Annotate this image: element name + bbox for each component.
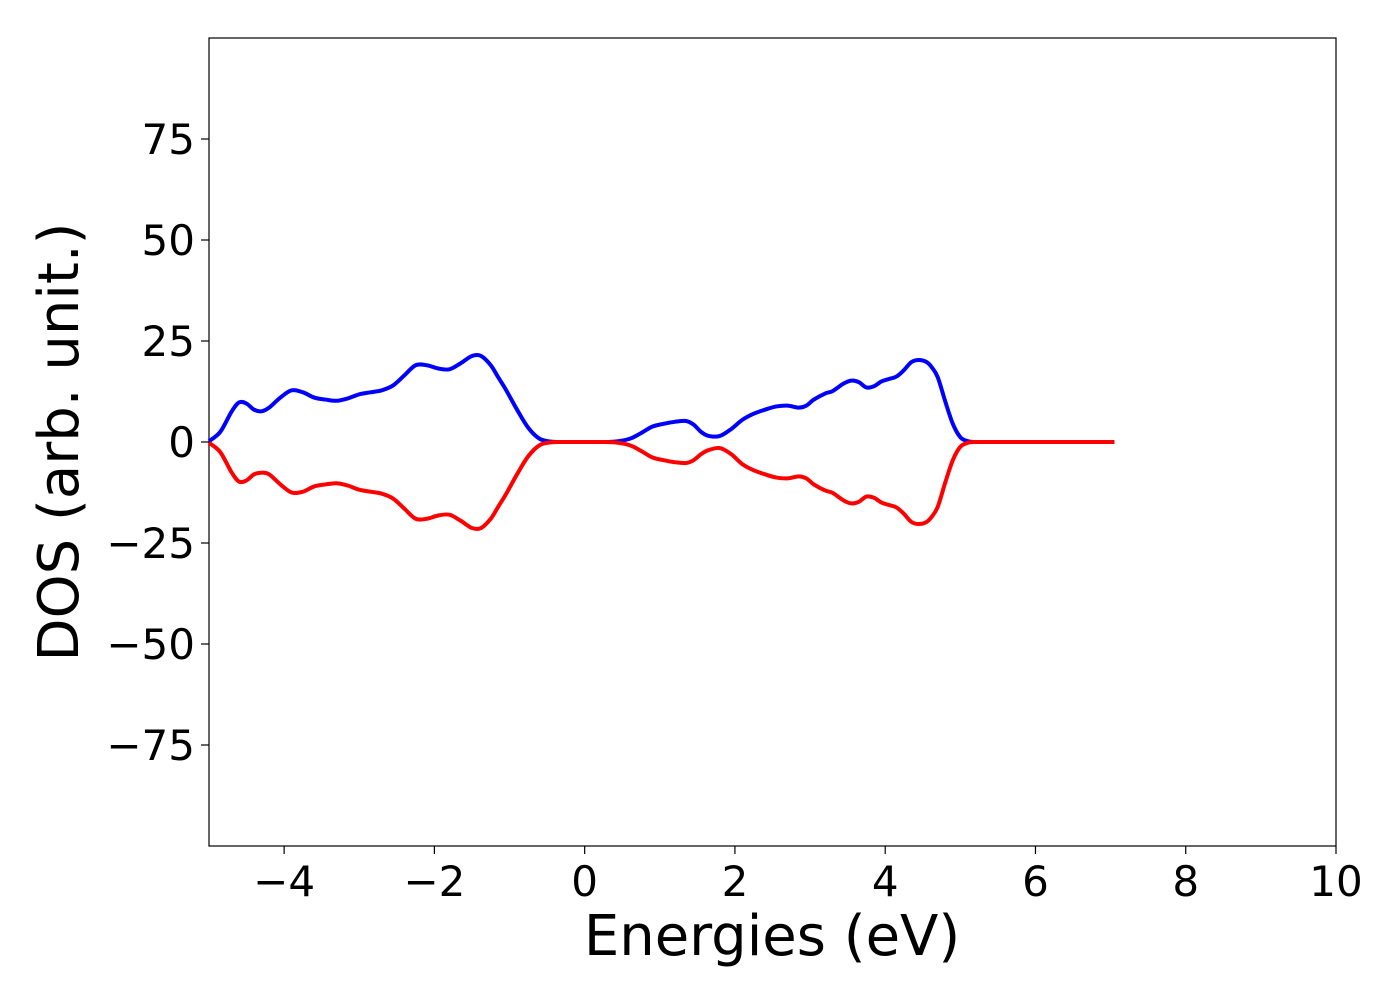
x-tick-label: −4 [253,857,315,906]
plot-frame [208,37,1337,847]
x-tick-label: −2 [403,857,465,906]
y-axis-ticks: 75 50 25 0 −25 −50 −75 [106,115,209,770]
x-tick-label: 8 [1172,857,1199,906]
y-axis-label: DOS (arb. unit.) [27,222,92,661]
y-tick-label: −25 [106,519,195,568]
y-tick-label: 0 [168,418,195,467]
x-tick-label: 4 [872,857,899,906]
dos-spin-down-line [207,439,1115,532]
x-tick-label: 10 [1309,857,1362,906]
y-tick-label: 25 [142,317,195,366]
y-tick-label: −75 [106,721,195,770]
y-tick-label: −50 [106,620,195,669]
y-tick-label: 50 [142,216,195,265]
x-tick-label: 0 [571,857,598,906]
x-axis-ticks: −4 −2 0 2 4 6 8 10 [253,846,1363,906]
x-tick-label: 6 [1022,857,1049,906]
y-tick-label: 75 [142,115,195,164]
series-layer [207,352,1115,532]
x-axis-label: Energies (eV) [584,904,960,969]
dos-spin-up-line [207,352,1115,445]
x-tick-label: 2 [722,857,749,906]
